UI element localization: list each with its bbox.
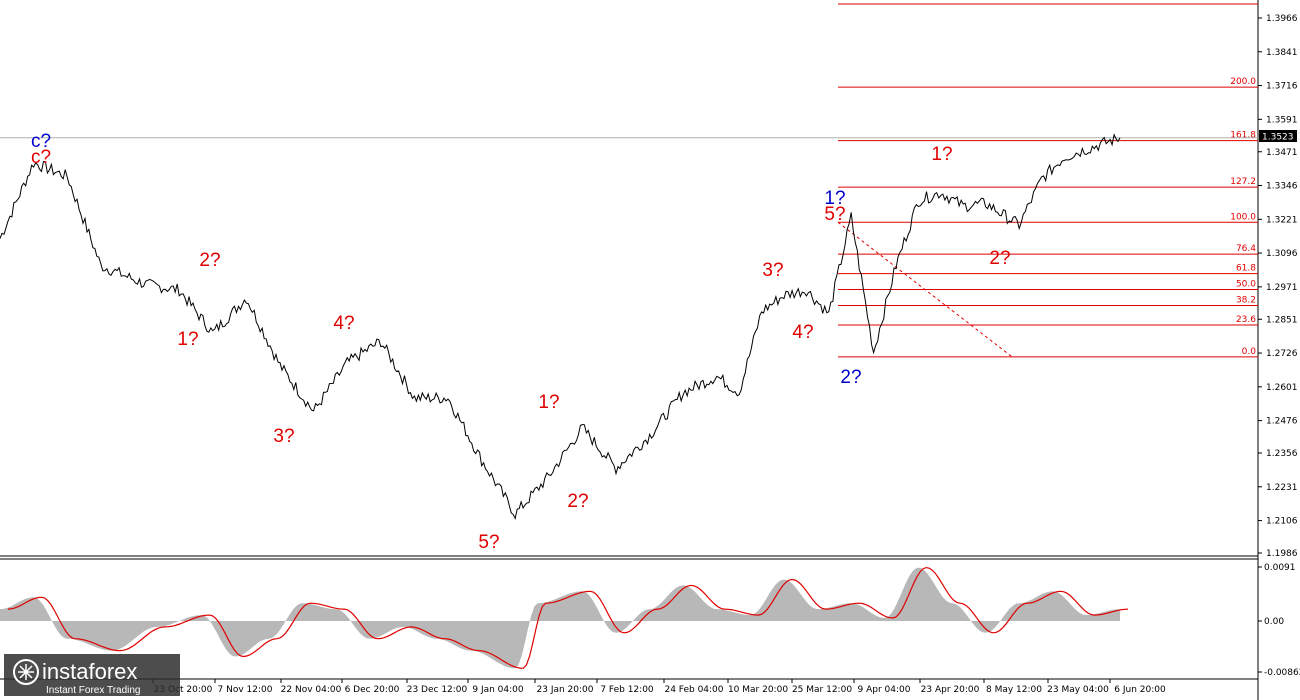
fib-level-label: 38.2 bbox=[1236, 295, 1256, 305]
instaforex-logo: instaforex Instant Forex Trading bbox=[4, 654, 180, 696]
osc-tick-label: 0.00 bbox=[1264, 617, 1284, 627]
price-tick-label: 1.3096 bbox=[1266, 249, 1298, 259]
fib-level-label: 200.0 bbox=[1230, 77, 1256, 87]
price-tick-label: 1.3841 bbox=[1266, 48, 1298, 58]
price-tick-label: 1.3471 bbox=[1266, 148, 1298, 158]
price-tick-label: 1.2851 bbox=[1266, 315, 1298, 325]
price-tick-label: 1.2726 bbox=[1266, 349, 1298, 359]
time-tick-label: 10 Mar 20:00 bbox=[728, 685, 788, 695]
price-tick-label: 1.2971 bbox=[1266, 283, 1298, 293]
time-tick-label: 24 Feb 04:00 bbox=[664, 685, 723, 695]
time-tick-label: 22 Nov 04:00 bbox=[281, 685, 342, 695]
wave-label: 5? bbox=[824, 204, 845, 225]
logo-icon bbox=[13, 659, 39, 685]
time-tick-label: 6 Dec 20:00 bbox=[345, 685, 400, 695]
wave-label: 2? bbox=[989, 248, 1010, 269]
price-tick-label: 1.3591 bbox=[1266, 115, 1298, 125]
wave-label: 1? bbox=[931, 144, 952, 165]
fib-level-label: 50.0 bbox=[1236, 280, 1256, 290]
wave-label: 1? bbox=[824, 188, 845, 209]
logo-text: instaforex bbox=[42, 659, 137, 684]
price-tick-label: 1.2356 bbox=[1266, 449, 1298, 459]
time-tick-label: 7 Nov 12:00 bbox=[218, 685, 273, 695]
time-tick-label: 25 Mar 12:00 bbox=[792, 685, 852, 695]
fib-trend-line bbox=[837, 221, 1013, 358]
wave-label: 2? bbox=[840, 367, 861, 388]
time-tick-label: 23 Oct 20:00 bbox=[154, 685, 213, 695]
wave-label: c? bbox=[31, 131, 51, 152]
oscillator-series bbox=[0, 566, 1129, 669]
time-axis: 23 Oct 20:00 7 Nov 12:00 22 Nov 04:00 6 Dec… bbox=[152, 679, 1166, 695]
time-tick-label: 23 Dec 12:00 bbox=[407, 685, 468, 695]
fib-level-label: 76.4 bbox=[1236, 244, 1256, 254]
time-tick-label: 9 Jan 04:00 bbox=[472, 685, 524, 695]
oscillator-signal-line bbox=[7, 566, 1129, 669]
time-tick-label: 6 Jun 20:00 bbox=[1114, 685, 1166, 695]
wave-label: 1? bbox=[177, 329, 198, 350]
price-tick-label: 1.2231 bbox=[1266, 483, 1298, 493]
price-series bbox=[0, 133, 1121, 521]
fib-level-label: 23.6 bbox=[1236, 315, 1256, 325]
fibonacci-levels: 200.0 161.8 127.2 100.0 76.4 61.8 50.0 38.2 23.6… bbox=[0, 3, 1258, 358]
current-price-label: 1.3523 bbox=[1262, 133, 1294, 143]
time-tick-label: 23 Jan 20:00 bbox=[537, 685, 594, 695]
fib-level-label: 0.0 bbox=[1242, 347, 1257, 357]
current-price-marker: 1.3523 bbox=[1259, 130, 1297, 143]
price-tick-label: 1.3716 bbox=[1266, 82, 1298, 92]
price-tick-label: 1.2601 bbox=[1266, 383, 1298, 393]
oscillator-histogram bbox=[0, 567, 1120, 669]
wave-label: 2? bbox=[567, 491, 588, 512]
fib-level-label: 100.0 bbox=[1230, 212, 1256, 222]
wave-label: 4? bbox=[792, 322, 813, 343]
time-tick-label: 8 May 12:00 bbox=[986, 685, 1042, 695]
time-tick-label: 23 May 04:00 bbox=[1047, 685, 1109, 695]
price-tick-label: 1.3346 bbox=[1266, 182, 1298, 192]
fib-level-label: 61.8 bbox=[1236, 264, 1256, 274]
time-tick-label: 7 Feb 12:00 bbox=[600, 685, 654, 695]
wave-label: 3? bbox=[273, 426, 294, 447]
time-tick-label: 23 Apr 20:00 bbox=[921, 685, 980, 695]
price-tick-label: 1.3221 bbox=[1266, 215, 1298, 225]
wave-label: 2? bbox=[199, 250, 220, 271]
wave-label: 5? bbox=[478, 532, 499, 553]
price-line bbox=[0, 133, 1121, 521]
price-tick-label: 1.2106 bbox=[1266, 517, 1298, 527]
price-axis: 1.3966 1.3841 1.3716 1.3591 1.3471 1.3346 1.32… bbox=[1258, 14, 1298, 559]
fib-level-label: 161.8 bbox=[1230, 131, 1256, 141]
price-tick-label: 1.2476 bbox=[1266, 417, 1298, 427]
wave-label: c? bbox=[31, 147, 51, 168]
osc-tick-label: 0.0091 bbox=[1264, 563, 1296, 573]
price-tick-label: 1.1986 bbox=[1266, 549, 1298, 559]
wave-labels: c?c?2?1?4?3?1?5?2?3?4?1?5?2?1?2? bbox=[31, 131, 1011, 553]
wave-label: 1? bbox=[538, 392, 559, 413]
price-tick-label: 1.3966 bbox=[1266, 14, 1298, 24]
wave-label: 3? bbox=[762, 260, 783, 281]
logo-tagline: Instant Forex Trading bbox=[46, 685, 141, 696]
time-tick-label: 9 Apr 04:00 bbox=[858, 685, 911, 695]
wave-label: 4? bbox=[333, 313, 354, 334]
fib-level-label: 127.2 bbox=[1230, 177, 1256, 187]
